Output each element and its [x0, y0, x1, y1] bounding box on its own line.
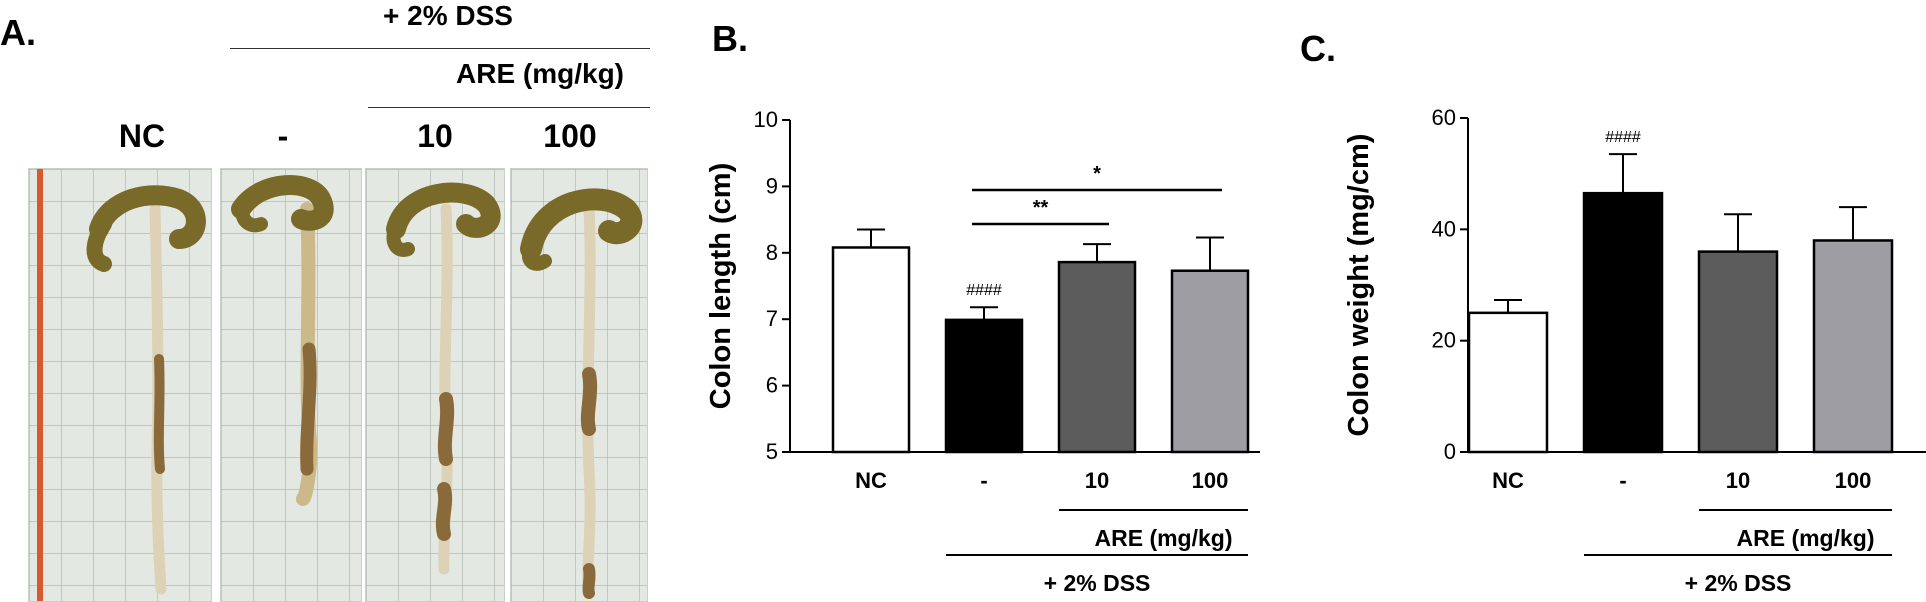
significance-stars: ** [1033, 197, 1049, 219]
x-tick-label: - [1619, 468, 1626, 493]
lane-label-10: 10 [417, 118, 453, 154]
dss-header: + 2% DSS [383, 0, 513, 31]
bar [944, 318, 1024, 454]
colon-photo-10 [365, 168, 505, 602]
y-tick-label: 10 [754, 107, 778, 132]
y-axis-label: Colon weight (mg/cm) [1343, 134, 1375, 437]
bar [1170, 269, 1250, 454]
x-tick-label: 10 [1726, 468, 1750, 493]
panel-a-letter: A. [0, 12, 36, 53]
y-tick-label: 60 [1432, 105, 1456, 130]
y-tick-label: 8 [766, 240, 778, 265]
significance-annotation: #### [1605, 129, 1641, 146]
y-tick-label: 5 [766, 439, 778, 464]
bar [831, 246, 911, 454]
y-tick-label: 40 [1432, 216, 1456, 241]
y-axis-label: Colon length (cm) [705, 163, 737, 409]
colon-illustration-nc [29, 169, 211, 601]
lane-label-dss: - [277, 118, 289, 154]
y-tick-label: 6 [766, 373, 778, 398]
bar [1812, 239, 1894, 454]
colon-photo-nc [28, 168, 212, 602]
are-header-line [368, 107, 650, 108]
colon-illustration-100 [511, 169, 647, 601]
lane-label-100: 100 [543, 118, 597, 154]
bar [1057, 260, 1137, 454]
x-tick-label: NC [855, 468, 887, 493]
panel-c-letter: C. [1300, 28, 1336, 69]
x-tick-label: NC [1492, 468, 1524, 493]
significance-annotation: #### [966, 282, 1002, 299]
bar [1697, 250, 1779, 454]
colon-weight-chart: 0 20 40 60 Colon weight (mg/cm) NC - 10 100 #### A… [1343, 105, 1926, 596]
colon-photo-dss [220, 168, 362, 602]
y-tick-label: 7 [766, 306, 778, 331]
significance-stars: * [1093, 163, 1101, 185]
bar [1582, 191, 1664, 454]
are-group-label: ARE (mg/kg) [1095, 525, 1233, 551]
y-tick-label: 20 [1432, 328, 1456, 353]
y-tick-label: 0 [1444, 439, 1456, 464]
y-tick-label: 9 [766, 173, 778, 198]
x-tick-label: 100 [1835, 468, 1872, 493]
panel-b-letter: B. [712, 18, 748, 59]
dss-header-line [230, 48, 650, 49]
colon-illustration-dss [221, 169, 361, 601]
x-tick-label: - [980, 468, 987, 493]
dss-group-label: + 2% DSS [1044, 570, 1151, 596]
x-tick-label: 100 [1192, 468, 1229, 493]
lane-label-nc: NC [118, 118, 166, 154]
colon-photo-100 [510, 168, 648, 602]
bar [1467, 311, 1549, 454]
colon-illustration-10 [366, 169, 504, 601]
are-group-label: ARE (mg/kg) [1737, 525, 1875, 551]
x-tick-label: 10 [1085, 468, 1109, 493]
dss-group-label: + 2% DSS [1685, 570, 1792, 596]
are-header: ARE (mg/kg) [456, 58, 624, 89]
